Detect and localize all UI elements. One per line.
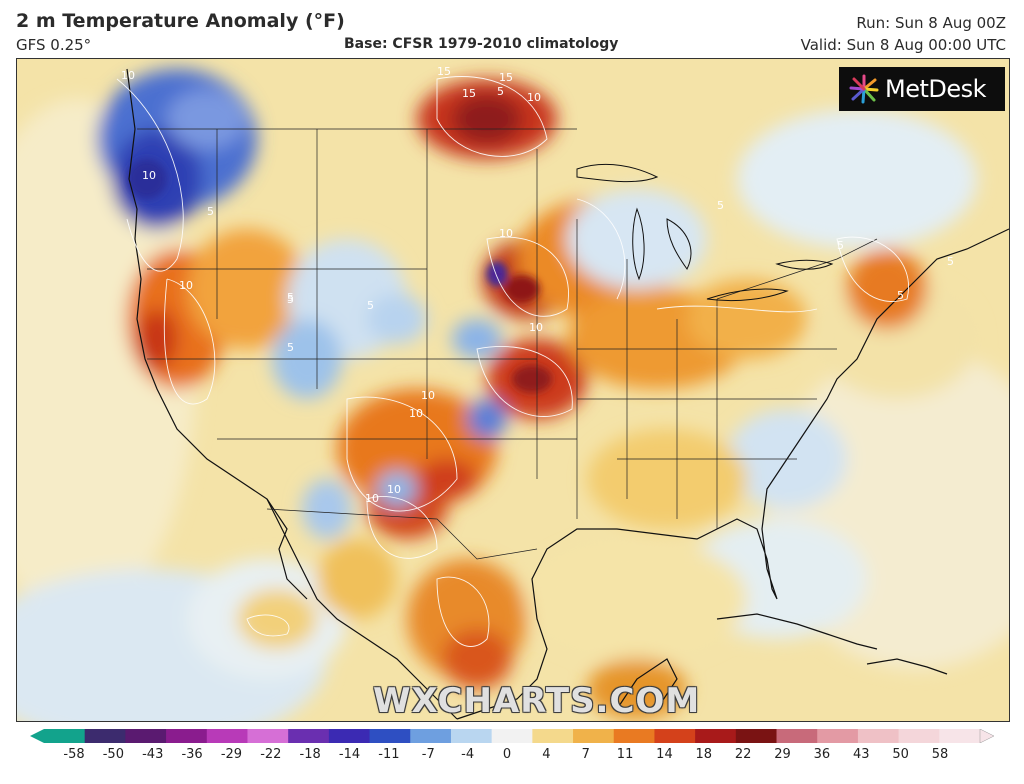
contour-label: 5 <box>367 299 374 312</box>
colorbar-tick-label: 50 <box>892 747 909 762</box>
contour-label: 5 <box>287 293 294 306</box>
colorbar-tick-label: 7 <box>581 747 590 762</box>
contour-label: 10 <box>387 483 401 496</box>
colorbar-tick-label: 14 <box>656 747 673 762</box>
colorbar-tick-label: -29 <box>220 747 243 762</box>
colorbar-segment <box>288 729 330 743</box>
contour-label: 10 <box>179 279 193 292</box>
contour-label: 5 <box>497 85 504 98</box>
colorbar <box>30 729 994 743</box>
colorbar-segment <box>898 729 940 743</box>
contour-label: 5 <box>287 341 294 354</box>
valid-time-label: Valid: Sun 8 Aug 00:00 UTC <box>800 36 1006 54</box>
colorbar-segment <box>125 729 167 743</box>
contour-label: 15 <box>499 71 513 84</box>
anomaly-cores <box>127 159 552 393</box>
contour-label: 5 <box>837 239 844 252</box>
map-canvas: 10 15 15 15 5 10 10 10 10 10 5 5 5 5 5 5… <box>17 59 1009 721</box>
colorbar-segment <box>695 729 737 743</box>
contour-label-group: 10 15 15 15 5 10 10 10 10 10 5 5 5 5 5 5… <box>121 65 954 505</box>
colorbar-segment <box>735 729 778 743</box>
colorbar-tick-label: -43 <box>142 747 164 762</box>
colorbar-tick-label: 43 <box>852 747 870 762</box>
contour-label: 5 <box>287 291 294 304</box>
colorbar-segment <box>369 729 411 743</box>
contour-label: 5 <box>717 199 724 212</box>
contour-label: 10 <box>527 91 541 104</box>
colorbar-tick-label: 36 <box>813 747 831 762</box>
contour-label: 10 <box>421 389 435 402</box>
colorbar-segment <box>166 729 208 743</box>
colorbar-segment <box>450 729 493 743</box>
metdesk-logo-text: MetDesk <box>885 75 987 103</box>
colorbar-segment <box>410 729 452 743</box>
contour-label: 10 <box>121 69 135 82</box>
colorbar-left-arrow <box>30 729 44 743</box>
colorbar-tick-label: -58 <box>63 747 85 762</box>
colorbar-segment <box>613 729 655 743</box>
colorbar-tick-label: -4 <box>461 747 475 762</box>
colorbar-tick-label: -11 <box>378 747 400 762</box>
colorbar-ticks: -58 -50 -43 -36 -29 -22 -18 -14 -11 -7 -4 0 4 7 11 14 18… <box>30 747 994 767</box>
run-time-label: Run: Sun 8 Aug 00Z <box>856 14 1006 32</box>
contour-label: 5 <box>897 289 904 302</box>
colorbar-segment <box>776 729 818 743</box>
colorbar-segment <box>247 729 289 743</box>
colorbar-tick-label: -14 <box>338 747 361 762</box>
contour-label: 10 <box>142 169 156 182</box>
colorbar-tick-label: -18 <box>299 747 321 762</box>
colorbar-tick-label: 11 <box>616 747 634 762</box>
colorbar-segment <box>491 729 533 743</box>
anomaly-contours <box>116 76 909 647</box>
contour-label: 10 <box>365 492 379 505</box>
colorbar-segment <box>857 729 900 743</box>
colorbar-segment <box>532 729 574 743</box>
wxcharts-watermark: WXCHARTS.COM <box>373 681 701 721</box>
colorbar-segment <box>84 729 126 743</box>
colorbar-segment <box>817 729 859 743</box>
contour-label: 15 <box>462 87 476 100</box>
colorbar-tick-label: 22 <box>734 747 752 762</box>
metdesk-burst-icon <box>849 74 879 104</box>
colorbar-tick-label: -50 <box>102 747 124 762</box>
temperature-anomaly-map[interactable]: 10 15 15 15 5 10 10 10 10 10 5 5 5 5 5 5… <box>16 58 1010 722</box>
colorbar-segment <box>939 729 981 743</box>
colorbar-segment <box>206 729 248 743</box>
model-label: GFS 0.25° <box>16 36 92 54</box>
coastlines <box>126 68 1009 720</box>
contour-label: 5 <box>207 205 214 218</box>
metdesk-logo: MetDesk <box>839 67 1005 111</box>
great-lakes <box>576 163 834 302</box>
colorbar-tick-label: -7 <box>421 747 435 762</box>
colorbar-tick-label: -36 <box>181 747 203 762</box>
contour-label: 10 <box>529 321 543 334</box>
colorbar-segment <box>654 729 696 743</box>
colorbar-tick-label: 18 <box>695 747 713 762</box>
colorbar-tick-label: -22 <box>260 747 282 762</box>
colorbar-segment <box>573 729 615 743</box>
colorbar-segment <box>328 729 371 743</box>
contour-label: 10 <box>499 227 513 240</box>
colorbar-right-arrow <box>979 729 994 743</box>
colorbar-tick-label: 29 <box>774 747 791 762</box>
colorbar-tick-label: 58 <box>931 747 949 762</box>
climatology-base-label: Base: CFSR 1979-2010 climatology <box>344 36 619 52</box>
colorbar-tick-label: 0 <box>502 747 512 762</box>
contour-label: 15 <box>437 65 451 78</box>
contour-label: 5 <box>947 255 954 268</box>
chart-title: 2 m Temperature Anomaly (°F) <box>16 10 345 32</box>
colorbar-segment <box>44 729 86 743</box>
contour-label: 10 <box>409 407 423 420</box>
colorbar-tick-label: 4 <box>542 747 551 762</box>
